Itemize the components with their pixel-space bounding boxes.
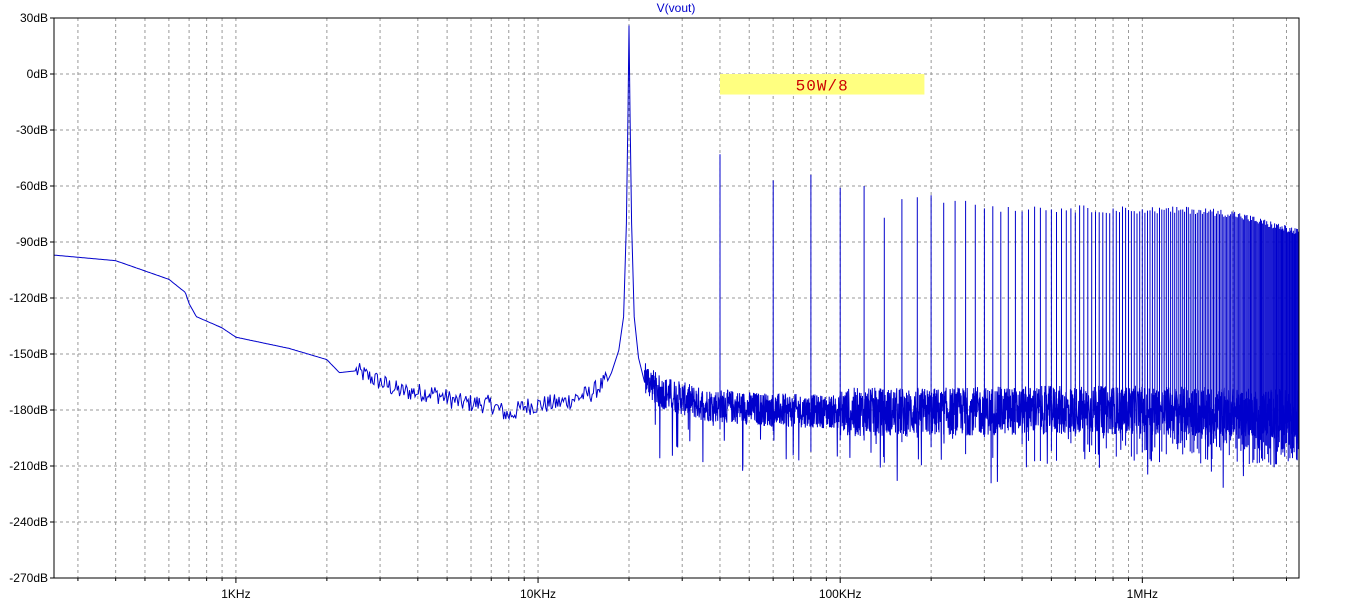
y-tick-label: 0dB — [27, 67, 48, 81]
y-tick-label: -270dB — [9, 571, 48, 585]
y-tick-label: -90dB — [16, 235, 48, 249]
x-tick-label: 10KHz — [520, 587, 556, 601]
y-tick-label: 30dB — [20, 11, 48, 25]
y-tick-label: -150dB — [9, 347, 48, 361]
trace-group — [53, 25, 1300, 488]
y-axis: 30dB 0dB -30dB -60dB -90dB -120dB -150dB -180dB… — [9, 11, 54, 585]
y-tick-label: -120dB — [9, 291, 48, 305]
y-tick-label: -180dB — [9, 403, 48, 417]
x-axis: 1KHz 10KHz 100KHz 1MHz — [77, 578, 1287, 601]
trace-low-frequency — [53, 25, 645, 421]
x-tick-label: 1KHz — [221, 587, 250, 601]
x-tick-label: 1MHz — [1127, 587, 1158, 601]
y-tick-label: -210dB — [9, 459, 48, 473]
x-tick-label: 100KHz — [819, 587, 862, 601]
y-tick-label: -240dB — [9, 515, 48, 529]
annotation-label: 50W/8 — [796, 77, 849, 95]
y-tick-label: -60dB — [16, 179, 48, 193]
chart-title[interactable]: V(vout) — [657, 1, 696, 15]
y-tick-label: -30dB — [16, 123, 48, 137]
annotation-box — [719, 74, 925, 95]
